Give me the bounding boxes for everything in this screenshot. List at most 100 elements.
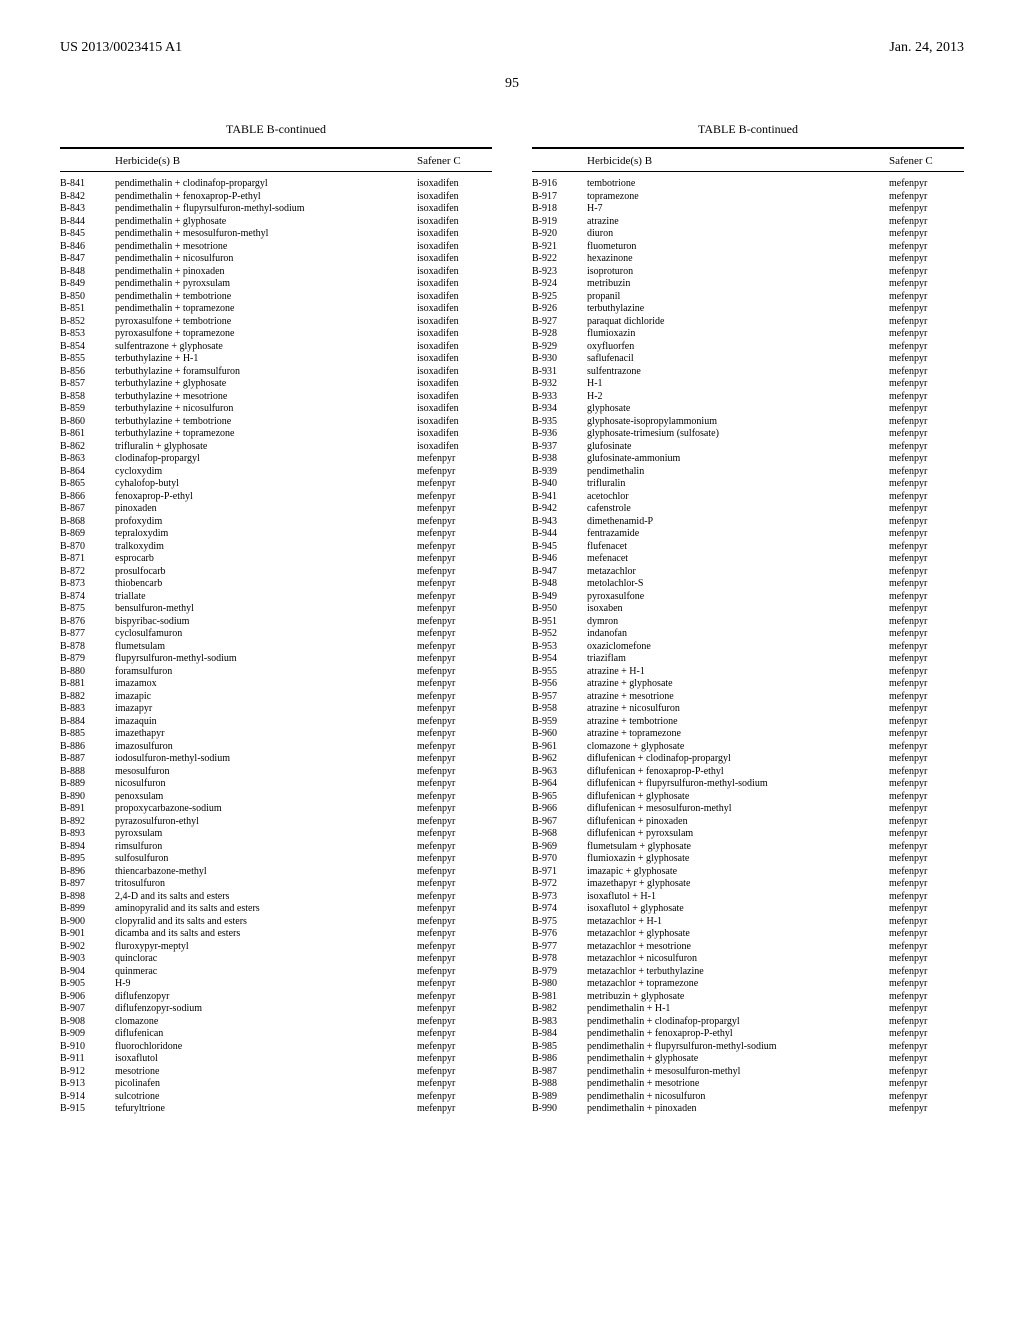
row-safener: mefenpyr xyxy=(889,1066,964,1079)
row-herbicide: cyclosulfamuron xyxy=(115,628,417,641)
row-id: B-982 xyxy=(532,1003,587,1016)
row-safener: mefenpyr xyxy=(417,666,492,679)
row-herbicide: pendimethalin + mesosulfuron-methyl xyxy=(587,1066,889,1079)
row-id: B-951 xyxy=(532,616,587,629)
row-safener: isoxadifen xyxy=(417,303,492,316)
row-herbicide: sulfosulfuron xyxy=(115,853,417,866)
row-herbicide: imazosulfuron xyxy=(115,741,417,754)
row-herbicide: trifluralin xyxy=(587,478,889,491)
row-id: B-955 xyxy=(532,666,587,679)
row-safener: mefenpyr xyxy=(889,466,964,479)
row-id: B-934 xyxy=(532,403,587,416)
row-safener: isoxadifen xyxy=(417,428,492,441)
header-id xyxy=(532,155,587,167)
row-id: B-866 xyxy=(60,491,115,504)
row-herbicide: saflufenacil xyxy=(587,353,889,366)
row-id: B-946 xyxy=(532,553,587,566)
row-id: B-850 xyxy=(60,291,115,304)
row-safener: mefenpyr xyxy=(889,691,964,704)
row-herbicide: sulfentrazone + glyphosate xyxy=(115,341,417,354)
row-safener: mefenpyr xyxy=(417,1103,492,1116)
table-row: B-928flumioxazinmefenpyr xyxy=(532,328,964,341)
table-row: B-903quincloracmefenpyr xyxy=(60,953,492,966)
table-row: B-891propoxycarbazone-sodiummefenpyr xyxy=(60,803,492,816)
row-herbicide: pyroxasulfone + tembotrione xyxy=(115,316,417,329)
row-id: B-929 xyxy=(532,341,587,354)
row-herbicide: diflufenzopyr xyxy=(115,991,417,1004)
row-safener: isoxadifen xyxy=(417,241,492,254)
table-row: B-841pendimethalin + clodinafop-propargy… xyxy=(60,178,492,191)
table-row: B-964diflufenican + flupyrsulfuron-methy… xyxy=(532,778,964,791)
row-id: B-920 xyxy=(532,228,587,241)
row-safener: mefenpyr xyxy=(417,966,492,979)
row-id: B-977 xyxy=(532,941,587,954)
table-row: B-858terbuthylazine + mesotrioneisoxadif… xyxy=(60,391,492,404)
table-row: B-972imazethapyr + glyphosatemefenpyr xyxy=(532,878,964,891)
row-id: B-902 xyxy=(60,941,115,954)
row-id: B-942 xyxy=(532,503,587,516)
row-safener: mefenpyr xyxy=(889,1103,964,1116)
row-id: B-852 xyxy=(60,316,115,329)
row-id: B-898 xyxy=(60,891,115,904)
row-id: B-915 xyxy=(60,1103,115,1116)
row-safener: isoxadifen xyxy=(417,341,492,354)
table-row: B-990pendimethalin + pinoxadenmefenpyr xyxy=(532,1103,964,1116)
row-herbicide: tralkoxydim xyxy=(115,541,417,554)
row-herbicide: metazachlor + nicosulfuron xyxy=(587,953,889,966)
row-safener: mefenpyr xyxy=(889,491,964,504)
row-safener: mefenpyr xyxy=(417,478,492,491)
table-row: B-978metazachlor + nicosulfuronmefenpyr xyxy=(532,953,964,966)
row-herbicide: metazachlor + topramezone xyxy=(587,978,889,991)
row-id: B-865 xyxy=(60,478,115,491)
row-herbicide: atrazine + nicosulfuron xyxy=(587,703,889,716)
row-herbicide: pendimethalin + glyphosate xyxy=(115,216,417,229)
row-id: B-901 xyxy=(60,928,115,941)
row-safener: isoxadifen xyxy=(417,441,492,454)
row-herbicide: foramsulfuron xyxy=(115,666,417,679)
row-safener: mefenpyr xyxy=(889,1053,964,1066)
row-id: B-965 xyxy=(532,791,587,804)
row-safener: mefenpyr xyxy=(417,528,492,541)
row-safener: isoxadifen xyxy=(417,391,492,404)
row-safener: mefenpyr xyxy=(889,678,964,691)
row-herbicide: terbuthylazine + foramsulfuron xyxy=(115,366,417,379)
row-safener: mefenpyr xyxy=(417,491,492,504)
table-row: B-944fentrazamidemefenpyr xyxy=(532,528,964,541)
row-id: B-870 xyxy=(60,541,115,554)
row-safener: mefenpyr xyxy=(889,828,964,841)
row-id: B-861 xyxy=(60,428,115,441)
row-herbicide: cyhalofop-butyl xyxy=(115,478,417,491)
row-id: B-947 xyxy=(532,566,587,579)
table-row: B-946mefenacetmefenpyr xyxy=(532,553,964,566)
table-title-right: TABLE B-continued xyxy=(532,122,964,137)
row-safener: mefenpyr xyxy=(889,928,964,941)
row-herbicide: oxyfluorfen xyxy=(587,341,889,354)
row-id: B-935 xyxy=(532,416,587,429)
row-safener: mefenpyr xyxy=(417,716,492,729)
row-id: B-953 xyxy=(532,641,587,654)
table-row: B-879flupyrsulfuron-methyl-sodiummefenpy… xyxy=(60,653,492,666)
row-safener: mefenpyr xyxy=(889,503,964,516)
row-safener: mefenpyr xyxy=(417,553,492,566)
table-row: B-910fluorochloridonemefenpyr xyxy=(60,1041,492,1054)
row-herbicide: flufenacet xyxy=(587,541,889,554)
row-herbicide: clopyralid and its salts and esters xyxy=(115,916,417,929)
table-row: B-947metazachlormefenpyr xyxy=(532,566,964,579)
row-herbicide: terbuthylazine + H-1 xyxy=(115,353,417,366)
row-herbicide: sulcotrione xyxy=(115,1091,417,1104)
table-row: B-913picolinafenmefenpyr xyxy=(60,1078,492,1091)
row-id: B-878 xyxy=(60,641,115,654)
row-safener: mefenpyr xyxy=(889,241,964,254)
table-row: B-961clomazone + glyphosatemefenpyr xyxy=(532,741,964,754)
row-safener: isoxadifen xyxy=(417,366,492,379)
row-id: B-912 xyxy=(60,1066,115,1079)
table-row: B-863clodinafop-propargylmefenpyr xyxy=(60,453,492,466)
row-herbicide: pendimethalin + mesotrione xyxy=(587,1078,889,1091)
row-safener: isoxadifen xyxy=(417,328,492,341)
header-id xyxy=(60,155,115,167)
row-herbicide: pendimethalin + pinoxaden xyxy=(587,1103,889,1116)
row-safener: isoxadifen xyxy=(417,228,492,241)
row-herbicide: pendimethalin + clodinafop-propargyl xyxy=(115,178,417,191)
row-herbicide: H-7 xyxy=(587,203,889,216)
row-safener: mefenpyr xyxy=(889,841,964,854)
